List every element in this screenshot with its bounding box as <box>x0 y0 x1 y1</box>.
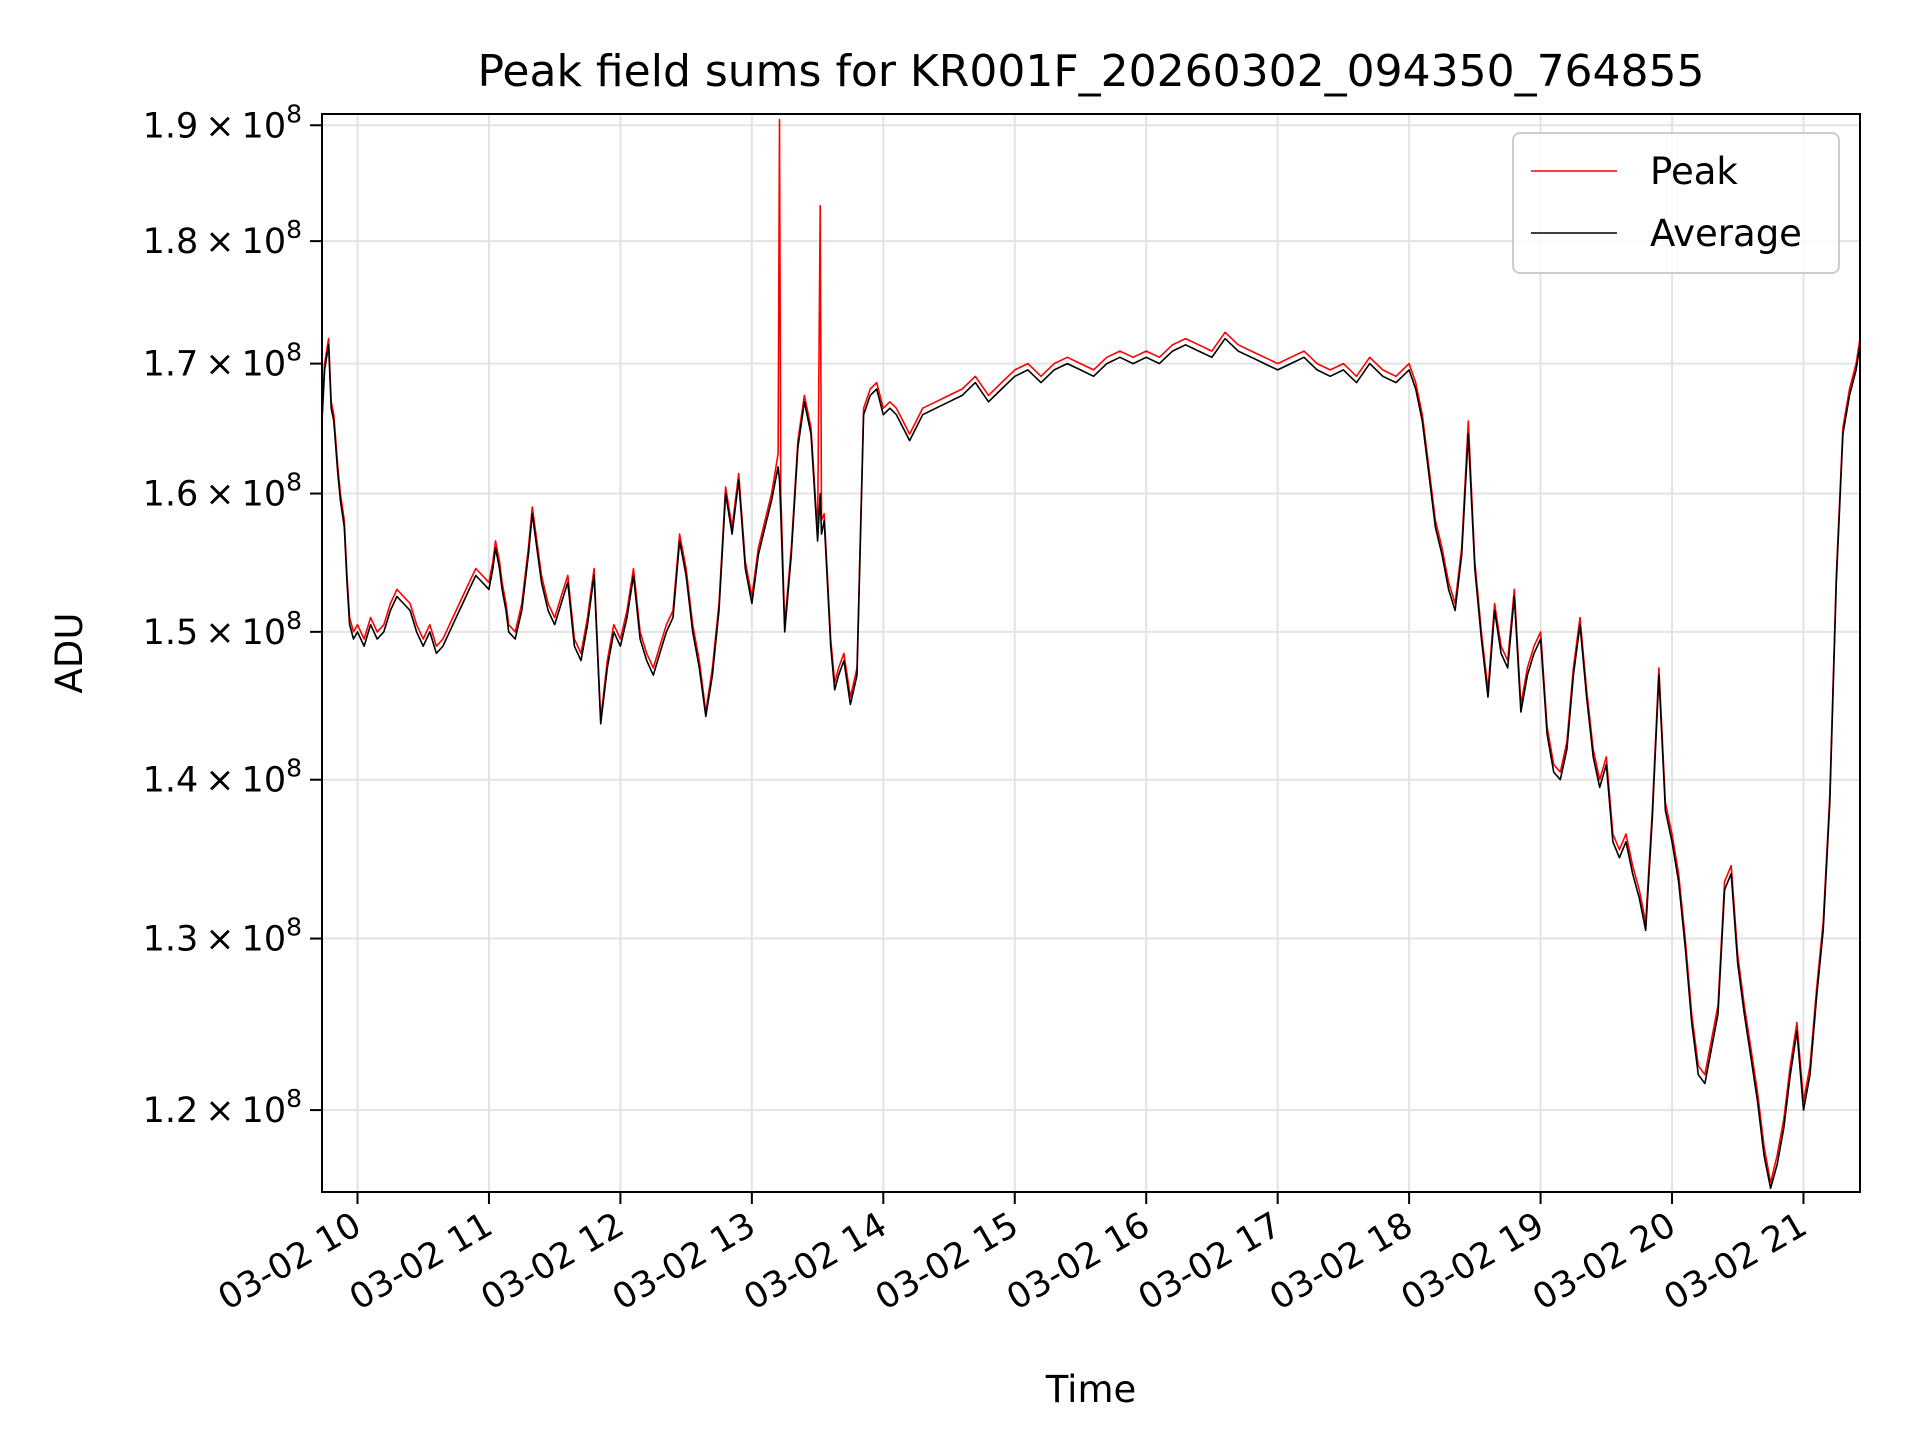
y-axis-title: ADU <box>48 613 91 694</box>
y-tick-label: 1.2 × 108 <box>143 1084 302 1131</box>
plot-area <box>322 114 1860 1192</box>
y-tick-label: 1.4 × 108 <box>143 754 302 801</box>
y-tick-label: 1.6 × 108 <box>143 468 302 515</box>
series-line-peak <box>322 118 1860 1184</box>
y-tick-label: 1.8 × 108 <box>143 215 302 262</box>
y-tick-label: 1.9 × 108 <box>143 99 302 146</box>
chart-title: Peak field sums for KR001F_20260302_0943… <box>477 46 1704 97</box>
series-group <box>322 118 1860 1190</box>
x-axis-title: Time <box>1045 1368 1137 1411</box>
legend-box <box>1512 132 1840 274</box>
series-line-average <box>322 337 1860 1190</box>
legend-label-peak: Peak <box>1650 150 1738 193</box>
y-tick-label: 1.5 × 108 <box>143 606 302 653</box>
legend-label-average: Average <box>1650 212 1802 255</box>
y-tick-label: 1.3 × 108 <box>143 913 302 960</box>
y-tick-label: 1.7 × 108 <box>143 338 302 385</box>
y-axis-ticks: 1.2 × 108 1.3 × 108 1.4 × 108 1.5 × 108 1.6 … <box>143 99 322 1131</box>
legend: Peak Average <box>1512 132 1840 274</box>
plot-frame <box>321 113 1861 1193</box>
